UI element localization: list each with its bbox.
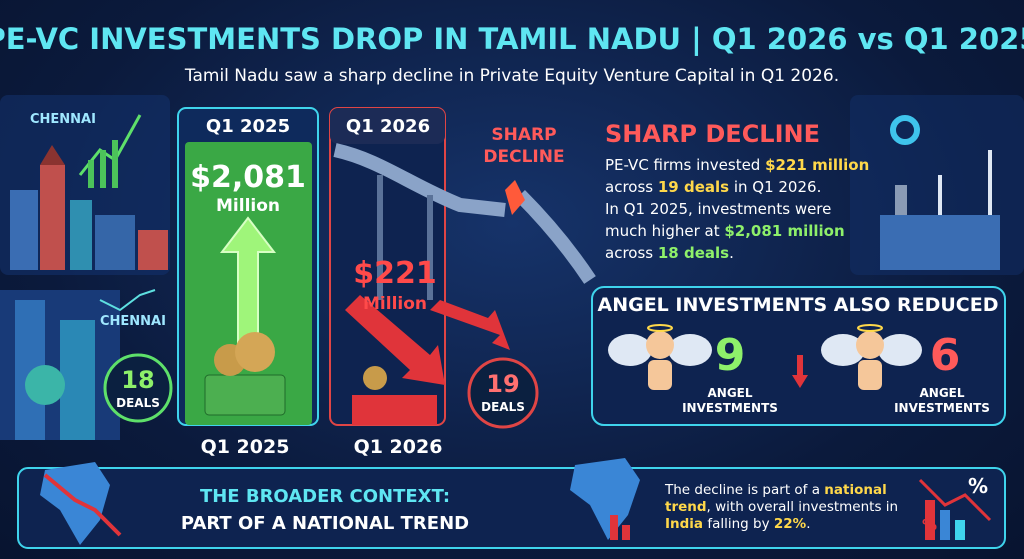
slide-label: SHARP DECLINE	[483, 125, 565, 167]
roller-coaster	[333, 143, 596, 300]
angel-count: 9	[714, 330, 746, 381]
panel-header: Q1 2025	[205, 116, 291, 137]
city-label: CHENNAI	[100, 314, 166, 329]
context-box	[17, 467, 1006, 549]
highlight: national trend	[665, 482, 887, 515]
angel-heading: ANGEL INVESTMENTS ALSO REDUCED	[597, 294, 999, 316]
text: In Q1 2025, investments were much higher…	[605, 200, 832, 240]
amount: $221	[353, 256, 437, 291]
highlight: $221 million	[765, 156, 870, 174]
text: falling by	[703, 516, 774, 532]
deals-label: DEALS	[116, 396, 160, 410]
highlight: 18 deals	[657, 244, 730, 262]
percent-icon: %	[968, 474, 989, 498]
panel-footer: Q1 2026	[353, 436, 443, 458]
down-arrow	[345, 295, 445, 385]
amount-unit: Million	[215, 196, 281, 216]
text: across	[605, 178, 658, 196]
text: The decline is part of a	[665, 482, 825, 498]
bar-icon	[610, 478, 992, 540]
deals-count: 19	[486, 370, 520, 398]
angel-icons	[608, 324, 922, 390]
summary-heading: SHARP DECLINE	[605, 120, 821, 148]
highlight: 22%	[773, 516, 807, 532]
money-bag	[363, 366, 387, 390]
drop-arrow	[430, 300, 510, 350]
highlight: $2,081 million	[724, 222, 845, 240]
city-label: CHENNAI	[30, 112, 96, 127]
india-map	[40, 462, 110, 545]
angel-label: ANGEL INVESTMENTS	[894, 386, 990, 415]
amount-unit: Million	[362, 294, 428, 314]
highlight: India	[665, 516, 704, 532]
panel-header: Q1 2026	[345, 116, 431, 137]
deals-label: DEALS	[481, 400, 525, 414]
subtitle: Tamil Nadu saw a sharp decline in Privat…	[184, 66, 840, 86]
panel-2026-header	[330, 108, 445, 144]
small-bar	[352, 395, 437, 425]
text: across	[605, 244, 658, 262]
title: PE-VC INVESTMENTS DROP IN TAMIL NADU | Q…	[0, 22, 1024, 56]
percent-icon: %	[922, 516, 938, 534]
angel-label: ANGEL INVESTMENTS	[682, 386, 778, 415]
amount: $2,081	[190, 160, 306, 195]
text: , with overall investments in	[706, 499, 899, 515]
trend-arrow	[43, 473, 122, 537]
summary-text: PE-VC firms invested $221 million across …	[605, 154, 875, 264]
deals-circle-2025	[103, 353, 173, 423]
angel-count: 6	[929, 330, 961, 381]
highlight: 19 deals	[657, 178, 730, 196]
context-heading: THE BROADER CONTEXT:	[199, 486, 451, 507]
text: PE-VC firms invested	[605, 156, 766, 174]
money	[204, 332, 286, 416]
panel-footer: Q1 2025	[200, 436, 290, 458]
deals-circle-2026	[467, 357, 539, 429]
context-subheading: PART OF A NATIONAL TREND	[180, 513, 470, 534]
deals-count: 18	[121, 366, 155, 394]
text: .	[806, 516, 811, 532]
text: .	[729, 244, 734, 262]
city-skyline	[0, 95, 170, 440]
india-map	[570, 458, 640, 540]
context-text: The decline is part of a national trend,…	[665, 482, 915, 533]
wind-factory	[850, 95, 1024, 275]
text: in Q1 2026.	[729, 178, 822, 196]
